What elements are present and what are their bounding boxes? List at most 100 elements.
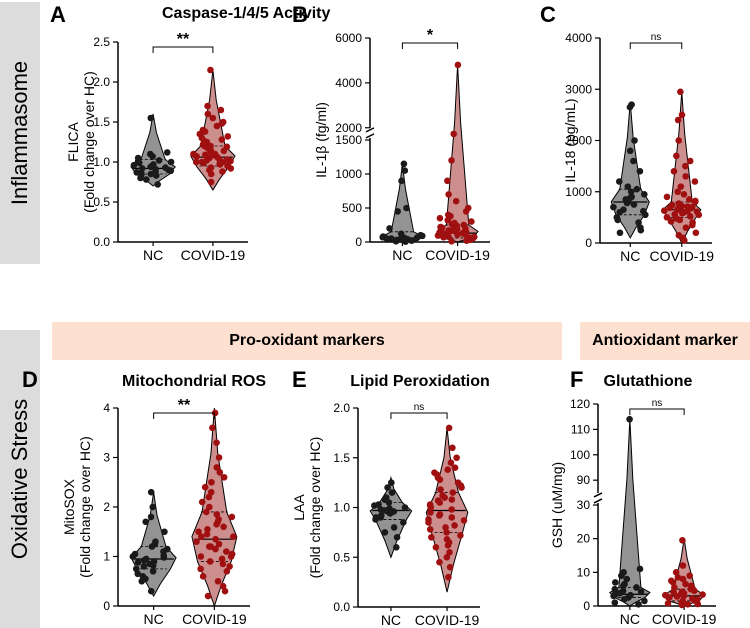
data-point	[203, 530, 211, 538]
data-point	[673, 593, 681, 600]
data-point	[197, 565, 204, 573]
data-point	[219, 582, 227, 590]
data-point	[219, 168, 226, 175]
y-axis-label: (Fold change over HC)	[81, 71, 97, 213]
data-point	[679, 575, 687, 583]
data-point	[207, 488, 215, 496]
data-point	[448, 506, 456, 513]
data-point	[434, 497, 442, 504]
y-tick-label: 1000	[335, 167, 362, 181]
y-axis-label: MitoSOX	[61, 478, 77, 535]
data-point	[686, 213, 694, 220]
group-band-pro-oxidant: Pro-oxidant markers	[52, 322, 562, 360]
data-point	[224, 133, 232, 140]
data-point	[213, 122, 221, 130]
significance-bracket	[629, 42, 683, 49]
y-tick-label: 2.0	[333, 401, 350, 415]
panel-letter: B	[292, 2, 308, 27]
data-point	[460, 517, 468, 524]
y-axis-label: IL-18 (pg/mL)	[562, 98, 578, 182]
data-point	[381, 496, 389, 503]
y-tick-label: 4000	[335, 76, 362, 90]
panel-letter: A	[50, 2, 66, 27]
data-point	[445, 191, 452, 198]
data-point	[626, 194, 634, 202]
data-point	[147, 114, 155, 122]
data-point	[660, 207, 668, 215]
data-point	[213, 521, 220, 528]
x-tick-label: NC	[144, 611, 164, 627]
data-point	[682, 162, 689, 170]
data-point	[383, 234, 390, 242]
data-point	[215, 454, 223, 461]
data-point	[641, 597, 648, 605]
data-point	[626, 147, 634, 155]
data-point	[151, 540, 159, 548]
data-point	[668, 201, 676, 209]
data-point	[372, 516, 379, 523]
data-point	[167, 167, 175, 175]
significance-label: **	[177, 31, 190, 48]
data-point	[140, 557, 148, 564]
data-point	[138, 169, 145, 177]
data-point	[227, 157, 234, 165]
data-point	[673, 215, 680, 222]
data-point	[397, 230, 405, 238]
data-point	[390, 524, 398, 531]
significance-label: ns	[652, 398, 663, 409]
data-point	[462, 208, 470, 215]
data-point	[690, 586, 697, 594]
y-axis-label: FLICA	[65, 122, 81, 162]
data-point	[670, 167, 678, 175]
data-point	[226, 563, 233, 570]
data-point	[152, 172, 160, 179]
data-point	[633, 584, 640, 591]
data-point	[641, 191, 648, 198]
data-point	[230, 533, 237, 540]
panel-letter: F	[570, 367, 583, 392]
data-point	[207, 170, 215, 178]
data-point	[674, 205, 681, 213]
significance-label: **	[178, 397, 191, 414]
data-point	[198, 533, 205, 540]
data-point	[162, 164, 169, 171]
panel-letter: E	[292, 367, 307, 392]
significance-label: ns	[651, 32, 662, 43]
data-point	[134, 570, 142, 578]
y-tick-label: 1.0	[93, 155, 110, 169]
data-point	[692, 197, 699, 205]
y-tick-label: 20	[577, 532, 591, 546]
y-axis-label: GSH (uM/mg)	[549, 462, 565, 548]
y-tick-label: 2.5	[93, 35, 110, 49]
data-point	[694, 600, 702, 608]
data-point	[217, 106, 225, 114]
data-point	[426, 526, 434, 533]
axis-break-mark	[593, 498, 603, 504]
data-point	[426, 501, 434, 508]
data-point	[448, 227, 456, 235]
x-tick-label: COVID-19	[415, 612, 480, 628]
y-tick-label: 2.0	[93, 75, 110, 89]
data-point	[130, 161, 138, 169]
axis-break-mark	[365, 127, 375, 133]
data-point	[449, 489, 457, 496]
row-band-oxidative	[0, 330, 40, 628]
violin-covid	[191, 407, 238, 608]
data-point	[392, 544, 400, 551]
significance-label: *	[427, 27, 434, 44]
data-point	[443, 536, 451, 543]
data-point	[223, 143, 231, 151]
panel-title: Mitochondrial ROS	[122, 373, 266, 390]
panel-letter: D	[22, 367, 38, 392]
x-tick-label: COVID-19	[182, 611, 247, 627]
data-point	[616, 229, 624, 237]
data-point	[621, 580, 628, 588]
data-point	[167, 158, 175, 166]
data-point	[635, 219, 642, 226]
data-point	[613, 214, 621, 221]
data-point	[445, 424, 453, 432]
data-point	[163, 149, 171, 156]
data-point	[213, 464, 221, 471]
data-point	[204, 592, 212, 600]
